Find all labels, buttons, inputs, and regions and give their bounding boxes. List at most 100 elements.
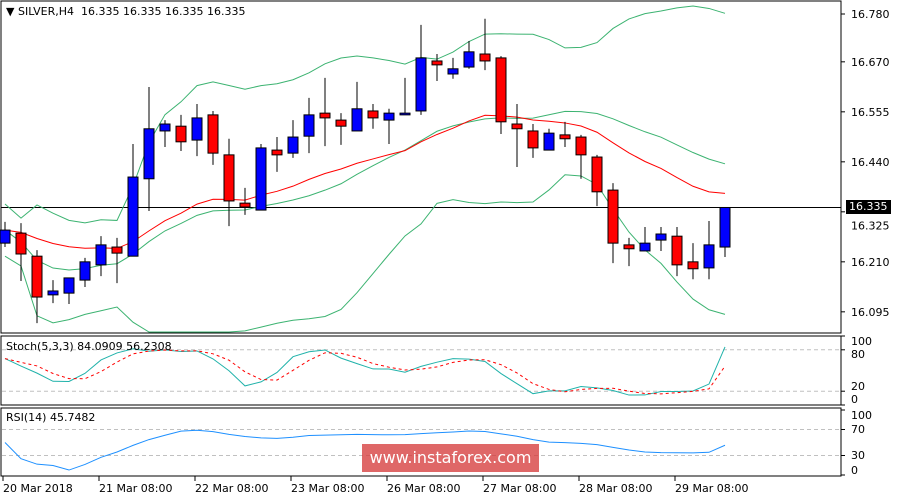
candle [335, 113, 347, 145]
x-tick-label: 29 Mar 08:00 [675, 482, 748, 495]
candle-body [127, 176, 139, 257]
candle-body [495, 57, 507, 123]
candle-body [623, 244, 635, 250]
candle [431, 54, 443, 81]
candle [495, 56, 507, 134]
watermark: www.instaforex.com [362, 444, 539, 472]
candle-body [687, 261, 699, 270]
candle [655, 227, 667, 251]
candle [287, 120, 299, 158]
candle [127, 144, 139, 257]
candle-body [447, 68, 459, 75]
candle-body [543, 132, 555, 151]
candle [15, 223, 27, 281]
candle [591, 154, 603, 207]
x-tick-label: 27 Mar 08:00 [483, 482, 556, 495]
candle [623, 237, 635, 267]
rsi-y-label: 30 [851, 449, 865, 462]
candle [79, 257, 91, 288]
candle-body [639, 242, 651, 252]
candle [159, 120, 171, 148]
bollinger-lower-line [4, 174, 726, 333]
candle [143, 87, 155, 211]
candle-body [287, 136, 299, 154]
candle-body [0, 229, 11, 244]
ohlc-values: 16.335 16.335 16.335 16.335 [81, 5, 246, 18]
candle-body [399, 112, 411, 116]
x-tick-label: 22 Mar 08:00 [195, 482, 268, 495]
y-tick-label: 16.555 [851, 106, 890, 119]
candle-body [207, 114, 219, 154]
candle [0, 221, 11, 248]
rsi-y-label: 100 [851, 409, 872, 422]
bollinger-upper-line [4, 5, 726, 224]
candle [399, 77, 411, 116]
candle-body [703, 244, 715, 269]
x-tick-label: 28 Mar 08:00 [579, 482, 652, 495]
candle [223, 138, 235, 227]
candle-body [655, 233, 667, 241]
candle [559, 121, 571, 148]
candle-body [271, 149, 283, 156]
current-price-tag: 16.335 [846, 200, 891, 214]
candle-body [175, 125, 187, 143]
candle [239, 187, 251, 215]
candle-body [223, 154, 235, 202]
candle-body [383, 112, 395, 121]
candle-body [191, 117, 203, 141]
candle-body [335, 119, 347, 127]
candle-body [431, 60, 443, 66]
y-tick-label: 16.440 [851, 156, 890, 169]
rsi-panel-frame [0, 407, 842, 477]
candle [303, 97, 315, 154]
candle [63, 277, 75, 304]
stoch-main-line [4, 346, 726, 396]
candle [703, 220, 715, 280]
candle-body [367, 110, 379, 119]
candle-body [63, 277, 75, 294]
candle [271, 137, 283, 172]
candle [415, 24, 427, 115]
bollinger-middle-line [4, 110, 726, 271]
candle [511, 104, 523, 168]
candle-body [463, 51, 475, 68]
candle [255, 144, 267, 211]
candle-body [351, 108, 363, 132]
y-tick-label: 16.670 [851, 56, 890, 69]
rsi-y-label: 70 [851, 423, 865, 436]
candle [383, 108, 395, 144]
candle-body [47, 290, 59, 296]
y-tick-label: 16.325 [851, 219, 890, 232]
candle-body [159, 123, 171, 132]
symbol-title: SILVER,H4 [17, 5, 74, 18]
candle-body [415, 57, 427, 112]
candle [671, 227, 683, 277]
symbol-header[interactable]: ▼ SILVER,H4 16.335 16.335 16.335 16.335 [6, 5, 245, 18]
candle-body [303, 114, 315, 137]
rsi-line [4, 429, 726, 471]
candle-body [255, 147, 267, 211]
candle [31, 250, 43, 324]
y-tick-label: 16.780 [851, 8, 890, 21]
candle-body [559, 134, 571, 140]
candle [111, 237, 123, 284]
candle [463, 40, 475, 69]
x-tick-label: 21 Mar 08:00 [99, 482, 172, 495]
candle-body [319, 112, 331, 119]
candle [575, 134, 587, 179]
collapse-triangle-icon[interactable]: ▼ [6, 5, 15, 18]
candle [191, 104, 203, 157]
candle-body [671, 235, 683, 266]
candle [719, 206, 731, 258]
candle-body [575, 136, 587, 156]
candle [543, 128, 555, 151]
candle-body [95, 244, 107, 266]
stoch-signal-line [4, 349, 726, 395]
stoch-y-label: 0 [851, 393, 858, 406]
candle [351, 81, 363, 132]
stoch-y-label: 80 [851, 348, 865, 361]
candle [447, 57, 459, 79]
candle-body [143, 128, 155, 180]
moving-average-line [4, 114, 726, 249]
